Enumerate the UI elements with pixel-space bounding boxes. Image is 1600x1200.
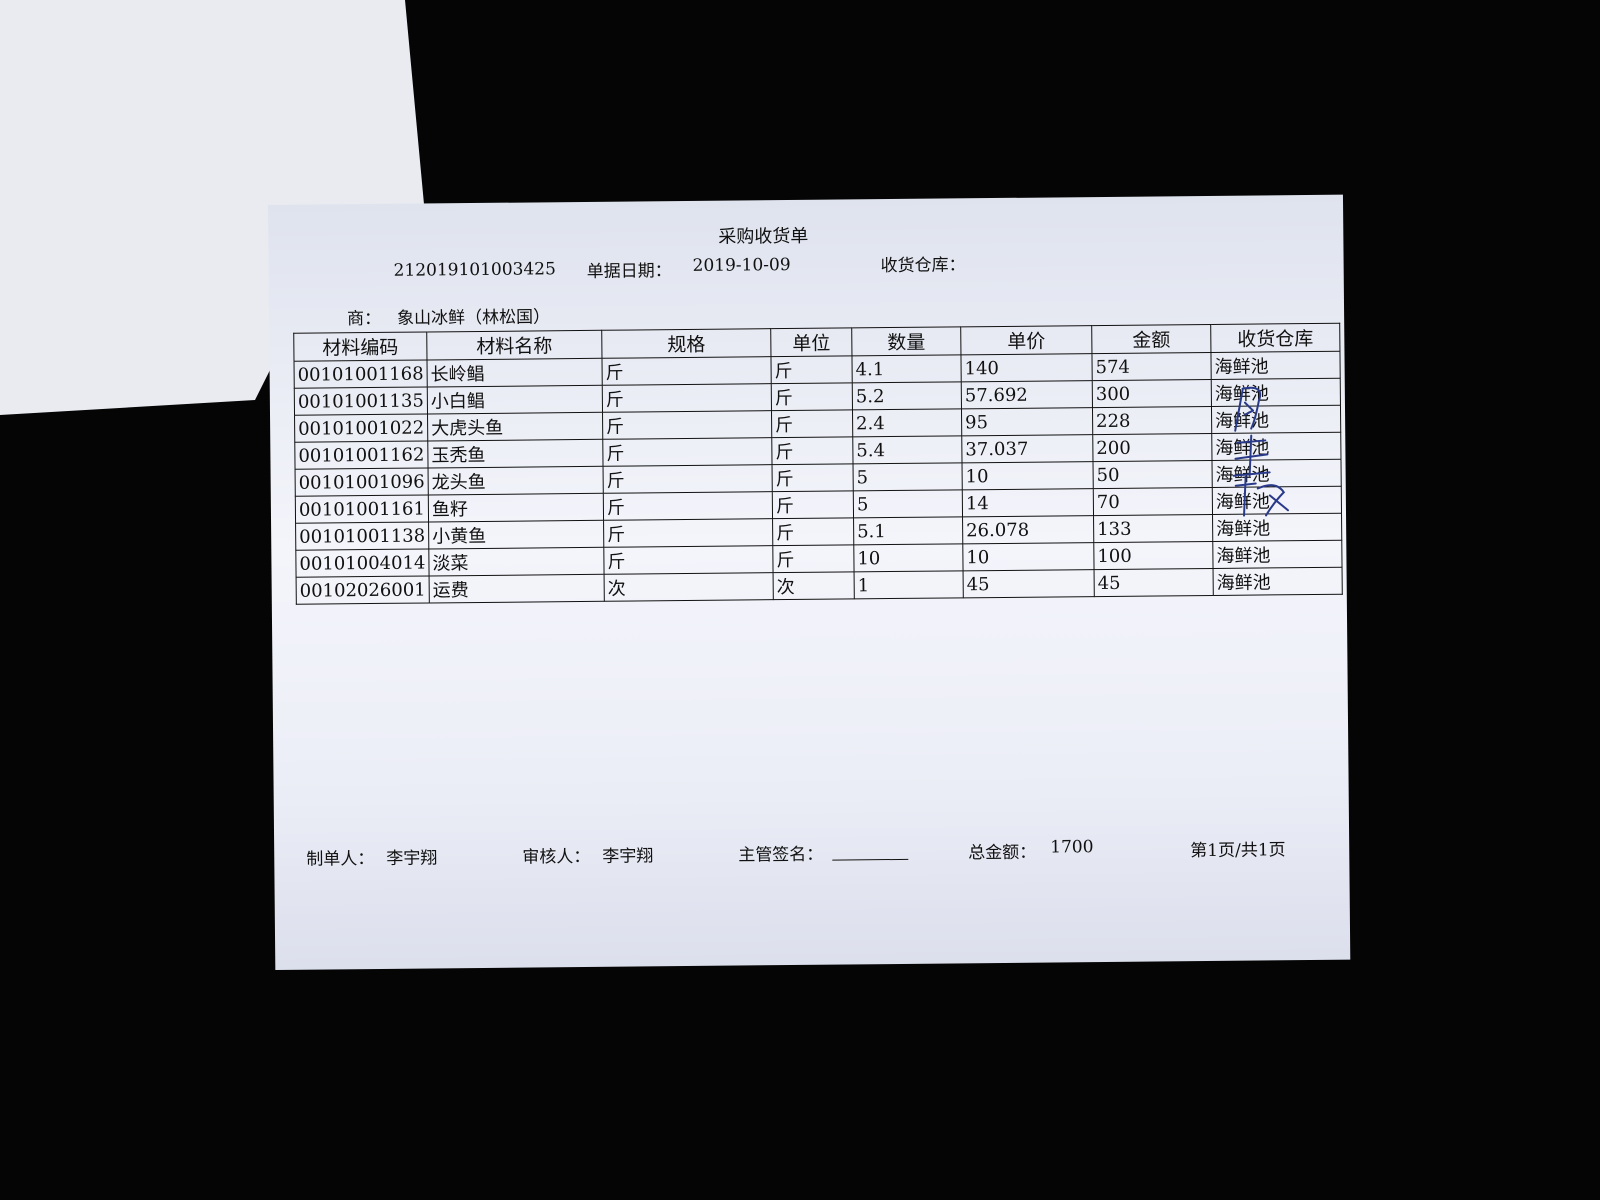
table-cell: 斤 [771,409,853,438]
column-header: 收货仓库 [1210,323,1340,353]
table-cell: 斤 [772,544,855,573]
table-cell: 4.1 [851,354,962,383]
maker-label: 制单人： [306,849,375,870]
table-cell: 5 [853,489,963,518]
table-cell: 00102026001 [296,575,430,605]
column-header: 数量 [851,326,961,356]
items-table: 材料编码 材料名称 规格 单位 数量 单价 金额 收货仓库 00101001168 长岭鲳斤斤 4… [293,323,1343,605]
page-indicator: 第1页/共1页 [1190,840,1286,862]
table-cell: 70 [1093,487,1213,516]
total-amount: 1700 [1050,837,1094,858]
table-cell: 斤 [772,490,854,519]
table-cell: 鱼籽 [428,493,604,522]
table-cell: 2.4 [852,408,962,437]
table-cell: 00101004014 [295,548,430,578]
background-paper-sheet [0,0,425,415]
table-cell: 小白鲳 [427,385,603,414]
table-cell: 574 [1091,352,1212,381]
table-cell: 133 [1093,514,1213,543]
table-cell: 95 [961,407,1093,436]
table-cell: 5.2 [852,381,962,410]
supplier-label: 商： [347,308,382,330]
table-cell: 57.692 [961,380,1093,409]
table-cell: 海鲜池 [1212,540,1343,569]
table-cell: 45 [963,569,1095,598]
table-cell: 斤 [771,436,853,465]
reviewer-name: 李宇翔 [602,846,654,867]
table-cell: 228 [1092,406,1212,435]
total-label: 总金额： [968,842,1037,864]
column-header: 金额 [1091,324,1211,354]
table-cell: 斤 [601,356,772,386]
table-cell: 小黄鱼 [428,520,604,549]
table-cell: 00101001096 [295,467,429,497]
table-cell: 斤 [603,545,774,575]
table-cell: 00101001168 [294,359,428,389]
table-cell: 300 [1092,379,1212,408]
table-cell: 14 [962,488,1094,517]
table-cell: 26.078 [962,515,1094,544]
table-cell: 00101001162 [294,440,429,470]
supplier-name: 象山冰鲜（林松国） [397,307,551,329]
table-cell: 斤 [603,491,773,521]
column-header: 单价 [960,325,1092,355]
table-cell: 斤 [602,410,772,440]
table-cell: 200 [1092,433,1212,462]
purchase-receipt-document: 采购收货单 212019101003425 单据日期： 2019-10-09 收… [268,194,1351,970]
handwritten-signature [1232,386,1289,517]
table-cell: 海鲜池 [1210,351,1341,380]
table-cell: 5.4 [852,435,962,464]
table-cell: 100 [1093,541,1214,570]
order-number: 212019101003425 [393,259,556,281]
table-cell: 次 [773,571,855,600]
table-cell: 龙头鱼 [428,466,604,495]
table-cell: 50 [1092,460,1213,489]
table-cell: 斤 [772,517,854,546]
table-cell: 斤 [772,463,854,492]
table-cell: 玉秃鱼 [427,439,604,468]
table-cell: 00101001022 [294,413,428,443]
table-cell: 10 [962,542,1095,571]
column-header: 单位 [770,327,852,357]
table-cell: 140 [960,353,1093,382]
table-cell: 海鲜池 [1213,567,1343,596]
table-cell: 长岭鲳 [426,358,603,387]
table-cell: 次 [604,572,774,602]
table-cell: 5 [852,462,963,491]
maker-name: 李宇翔 [386,848,438,869]
table-cell: 10 [853,543,964,572]
table-cell: 运费 [429,574,605,603]
supervisor-signature-line [832,858,909,861]
table-cell: 1 [854,570,964,599]
supervisor-label: 主管签名： [738,844,824,866]
date-label: 单据日期： [586,261,672,282]
table-cell: 斤 [603,518,773,548]
column-header: 材料名称 [426,330,602,360]
table-cell: 5.1 [853,516,963,545]
warehouse-label: 收货仓库： [880,255,966,277]
table-cell: 37.037 [961,434,1093,463]
column-header: 材料编码 [293,331,427,362]
table-cell: 00101001138 [295,521,429,551]
table-cell: 45 [1094,568,1214,597]
table-cell: 斤 [602,437,773,467]
table-cell: 斤 [771,382,853,411]
document-title: 采购收货单 [718,225,809,248]
reviewer-label: 审核人： [522,846,591,868]
document-date: 2019-10-09 [692,254,791,276]
table-cell: 10 [961,461,1094,490]
table-cell: 斤 [602,383,772,413]
table-cell: 斤 [603,464,773,494]
table-cell: 00101001135 [294,386,428,416]
table-cell: 00101001161 [295,494,429,524]
column-header: 规格 [601,328,771,359]
table-cell: 大虎头鱼 [427,412,603,441]
table-cell: 斤 [770,355,853,384]
table-cell: 淡菜 [428,547,605,576]
